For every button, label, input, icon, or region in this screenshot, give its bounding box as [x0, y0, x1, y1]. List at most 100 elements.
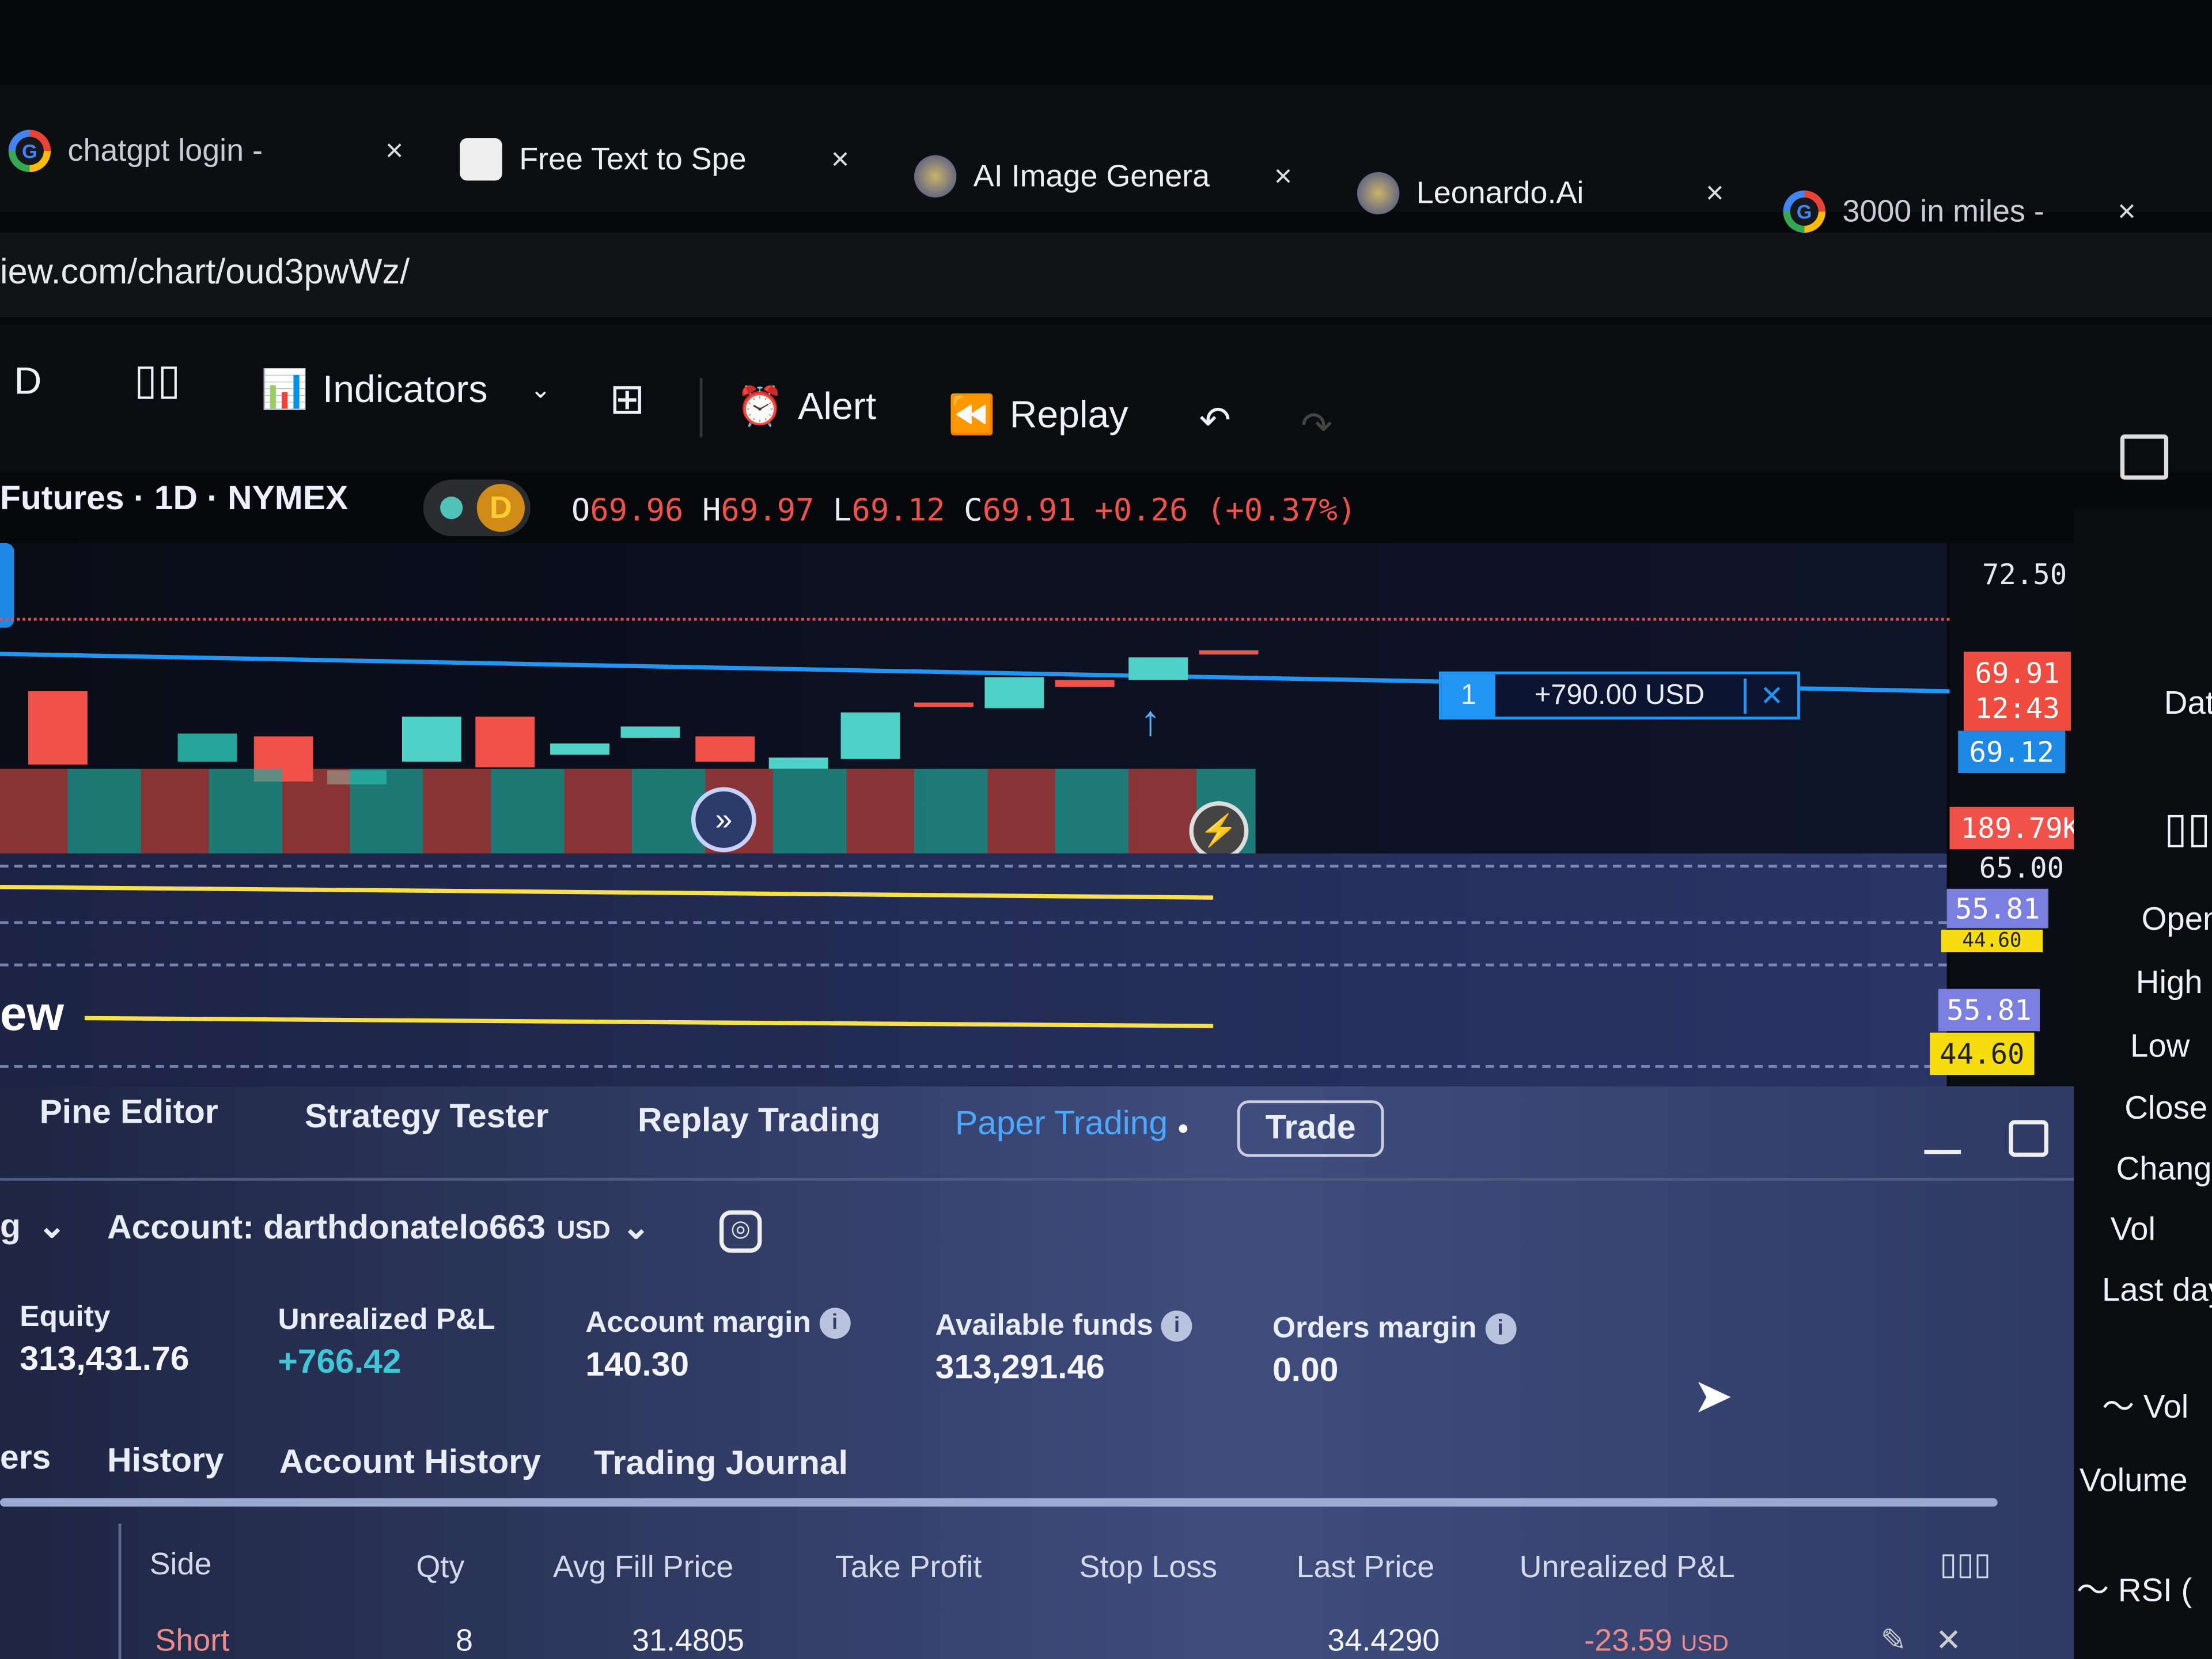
replay-marker-icon[interactable]: »: [691, 787, 756, 853]
redo-button[interactable]: ↷: [1301, 405, 1332, 449]
volume-section[interactable]: 〜 Vol: [2102, 1380, 2188, 1427]
browser-tab[interactable]: Leonardo.Ai ×: [1357, 158, 1724, 228]
high-label: H: [702, 494, 721, 529]
close-tab-icon[interactable]: ×: [385, 132, 404, 168]
column-header[interactable]: Stop Loss: [1079, 1549, 1218, 1585]
summary-label: Equity: [20, 1300, 111, 1334]
tab-replay-trading[interactable]: Replay Trading: [637, 1101, 881, 1140]
divider: [0, 1177, 2074, 1181]
address-bar[interactable]: iew.com/chart/oud3pwWz/: [0, 233, 2212, 318]
column-header[interactable]: Unrealized P&L: [1519, 1549, 1735, 1585]
summary-label: Orders margin: [1272, 1312, 1477, 1344]
info-icon[interactable]: i: [1161, 1311, 1193, 1343]
rsi-section[interactable]: 〜 RSI (: [2077, 1563, 2192, 1611]
close-tab-icon[interactable]: ×: [2118, 193, 2136, 229]
horizontal-scrollbar[interactable]: [0, 1498, 1998, 1507]
close-tab-icon[interactable]: ×: [1706, 175, 1724, 210]
tab-strategy-tester[interactable]: Strategy Tester: [304, 1097, 549, 1136]
volume-bars: [0, 768, 1256, 854]
summary-orders-margin: Orders margin i 0.00: [1272, 1312, 1516, 1391]
low-label: L: [833, 494, 852, 529]
column-divider: [118, 1523, 122, 1659]
tab-pine-editor[interactable]: Pine Editor: [39, 1093, 218, 1132]
candle: [28, 691, 88, 765]
rsi-line: [84, 1016, 1214, 1028]
browser-tab[interactable]: G chatgpt login - ×: [8, 116, 404, 186]
chart-type-button[interactable]: ▯▯: [134, 355, 181, 405]
page-icon: [460, 138, 502, 181]
summary-value: 0.00: [1272, 1351, 1339, 1390]
wave-icon: 〜: [2102, 1388, 2135, 1425]
price-tick: 65.00: [1979, 850, 2065, 885]
layouts-button[interactable]: ⊞: [609, 375, 645, 425]
rsi-value-tag: 55.81: [1938, 988, 2040, 1032]
bar-countdown: 12:43: [1975, 691, 2060, 725]
open-label: O: [571, 494, 590, 529]
summary-account-margin: Account margin i 140.30: [585, 1306, 851, 1385]
interval-button[interactable]: D: [14, 359, 41, 403]
tab-history[interactable]: History: [107, 1441, 224, 1480]
tab-account-history[interactable]: Account History: [279, 1443, 541, 1482]
symbol-title[interactable]: Futures · 1D · NYMEX: [0, 479, 349, 518]
mouse-cursor-icon: ➤: [1692, 1369, 1733, 1424]
last-price-tag: 69.91 12:43: [1964, 652, 2071, 731]
market-status[interactable]: D: [423, 479, 531, 536]
tab-trading-journal[interactable]: Trading Journal: [594, 1444, 848, 1483]
replay-label: Replay: [1009, 393, 1128, 435]
side-handle[interactable]: [0, 543, 14, 628]
position-widget[interactable]: 1 +790.00 USD ✕: [1438, 671, 1800, 719]
summary-value: 313,291.46: [935, 1349, 1105, 1387]
column-header[interactable]: Take Profit: [835, 1549, 982, 1585]
trade-button[interactable]: Trade: [1237, 1100, 1384, 1157]
maximize-panel-icon[interactable]: [2009, 1120, 2048, 1157]
delay-badge: D: [476, 484, 525, 532]
column-header[interactable]: Last Price: [1296, 1549, 1435, 1585]
settings-icon[interactable]: ◎: [719, 1210, 762, 1253]
replay-button[interactable]: ⏪ Replay: [948, 392, 1128, 437]
tab-orders[interactable]: ers: [0, 1438, 51, 1478]
candle: [177, 733, 237, 762]
close-value: 69.91: [982, 494, 1076, 529]
url-text[interactable]: iew.com/chart/oud3pwWz/: [0, 252, 410, 292]
candle: [475, 717, 535, 768]
account-selector[interactable]: Account: darthdonatelo663 USD ⌄: [107, 1207, 650, 1248]
close-tab-icon[interactable]: ×: [1274, 158, 1293, 194]
pnl-currency: USD: [1681, 1632, 1729, 1657]
info-icon[interactable]: i: [1484, 1314, 1516, 1346]
minimize-panel-icon[interactable]: [1924, 1149, 1961, 1154]
close-position-icon[interactable]: ✕: [1936, 1622, 1962, 1658]
lightning-icon[interactable]: ⚡: [1189, 801, 1249, 861]
tab-paper-trading[interactable]: Paper Trading ●: [955, 1105, 1189, 1145]
summary-unrealized-pnl: Unrealized P&L +766.42: [278, 1304, 495, 1382]
candle: [840, 712, 900, 759]
trading-panel: [0, 1086, 2074, 1659]
summary-available-funds: Available funds i 313,291.46: [935, 1309, 1193, 1388]
rsi-upper-band: [0, 963, 1947, 967]
alert-button[interactable]: ⏰ Alert: [736, 384, 876, 429]
summary-value: 313,431.76: [20, 1340, 190, 1378]
summary-label: Unrealized P&L: [278, 1303, 495, 1336]
fullscreen-icon[interactable]: [2120, 434, 2169, 480]
undo-button[interactable]: ↶: [1199, 399, 1231, 443]
browser-tab[interactable]: Free Text to Spe ×: [460, 124, 849, 195]
column-header[interactable]: Qty: [416, 1549, 465, 1585]
column-header[interactable]: Avg Fill Price: [553, 1549, 734, 1585]
rsi-panes[interactable]: ew: [0, 853, 1947, 1086]
close-tab-icon[interactable]: ×: [831, 141, 850, 177]
tab-title: AI Image Genera: [973, 158, 1210, 194]
grid-icon: ⊞: [609, 376, 645, 423]
columns-settings-icon[interactable]: ▯▯▯: [1940, 1546, 1991, 1582]
indicators-button[interactable]: 📊 Indicators ⌄: [261, 367, 551, 412]
tab-title: 3000 in miles -: [1842, 193, 2044, 229]
last-price-line: [0, 618, 1961, 621]
indicators-label: Indicators: [322, 367, 488, 410]
browser-tab[interactable]: AI Image Genera ×: [914, 141, 1292, 211]
browser-tab[interactable]: G 3000 in miles - ×: [1783, 176, 2136, 247]
column-header[interactable]: Side: [149, 1546, 212, 1582]
edit-icon[interactable]: ✎: [1880, 1622, 1907, 1658]
info-icon[interactable]: i: [819, 1308, 851, 1340]
close-position-icon[interactable]: ✕: [1743, 677, 1797, 713]
ohlc-legend: O69.96 H69.97 L69.12 C69.91 +0.26 (+0.37…: [571, 494, 1357, 529]
broker-selector[interactable]: g ⌄: [0, 1206, 66, 1247]
